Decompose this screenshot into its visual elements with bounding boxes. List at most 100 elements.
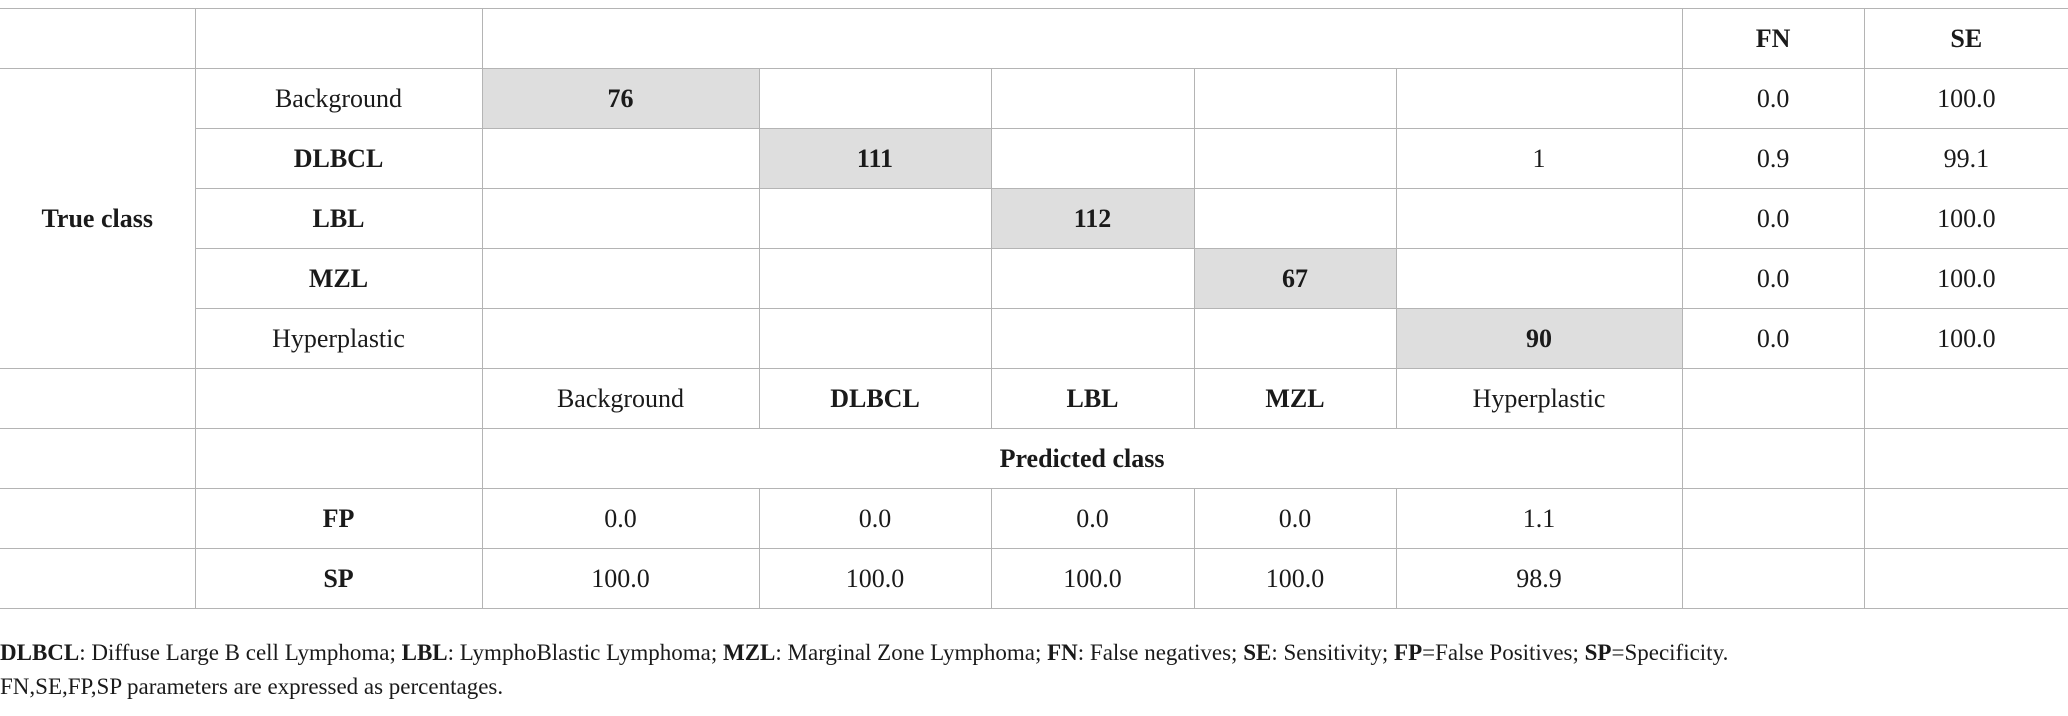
empty-cell <box>194 368 483 429</box>
matrix-cell <box>990 308 1195 369</box>
matrix-cell: 1 <box>1395 128 1683 189</box>
empty-cell <box>1863 368 2068 429</box>
fp-cell: 0.0 <box>758 488 992 549</box>
fp-cell: 1.1 <box>1395 488 1683 549</box>
matrix-cell: 67 <box>1193 248 1397 309</box>
fn-cell: 0.9 <box>1681 128 1865 189</box>
empty-cell <box>1681 368 1865 429</box>
empty-cell <box>1681 488 1865 549</box>
empty-cell <box>194 8 483 69</box>
row-label: DLBCL <box>195 128 483 189</box>
empty-cell <box>1863 548 2068 609</box>
fp-cell: 0.0 <box>1193 488 1397 549</box>
empty-cell <box>194 428 483 489</box>
matrix-cell <box>481 248 760 309</box>
matrix-cell <box>758 248 992 309</box>
predicted-class-label: Predicted class <box>481 428 1683 489</box>
matrix-cell <box>481 128 760 189</box>
sp-cell: 100.0 <box>758 548 992 609</box>
footnote-term: SE <box>1243 640 1272 665</box>
fn-cell: 0.0 <box>1681 188 1865 249</box>
sp-cell: 98.9 <box>1395 548 1683 609</box>
empty-cell <box>0 368 196 429</box>
row-label: MZL <box>195 248 483 309</box>
true-class-label: True class <box>0 68 196 369</box>
matrix-cell <box>990 68 1195 129</box>
row-label: Background <box>194 68 483 129</box>
row-label: Hyperplastic <box>195 308 483 369</box>
fp-cell: 0.0 <box>990 488 1195 549</box>
row-label: LBL <box>195 188 483 249</box>
sp-cell: 100.0 <box>1193 548 1397 609</box>
fn-header: FN <box>1681 8 1865 69</box>
empty-cell <box>1863 488 2068 549</box>
matrix-cell <box>758 308 992 369</box>
table-row: True class Background 76 0.0 100.0 <box>0 68 2068 369</box>
table-row: MZL 67 0.0 100.0 <box>0 248 2068 309</box>
empty-cell <box>1681 428 1865 489</box>
column-label: LBL <box>990 368 1195 429</box>
footnote-term: FN <box>1047 640 1078 665</box>
footnote-definition: : Diffuse Large B cell Lymphoma; <box>79 640 402 665</box>
empty-cell <box>0 488 196 549</box>
matrix-cell <box>990 248 1195 309</box>
fp-row: FP 0.0 0.0 0.0 0.0 1.1 <box>0 488 2068 549</box>
footnote-term: MZL <box>723 640 776 665</box>
sp-cell: 100.0 <box>990 548 1195 609</box>
empty-cell <box>1863 428 2068 489</box>
footnote-term: FP <box>1394 640 1423 665</box>
predicted-class-row: Predicted class <box>0 428 2068 489</box>
footnote-definition: =False Positives; <box>1422 640 1585 665</box>
footnote-definition: : LymphoBlastic Lymphoma; <box>447 640 723 665</box>
matrix-cell <box>1395 188 1683 249</box>
empty-cell <box>0 548 196 609</box>
se-cell: 100.0 <box>1863 248 2068 309</box>
matrix-cell <box>990 128 1195 189</box>
footnote-line-2: FN,SE,FP,SP parameters are expressed as … <box>0 674 504 699</box>
fp-label: FP <box>194 488 483 549</box>
confusion-matrix-table: FN SE True class Background 76 0.0 100.0… <box>0 8 2068 609</box>
column-label: MZL <box>1193 368 1397 429</box>
empty-cell <box>1681 548 1865 609</box>
table-row: LBL 112 0.0 100.0 <box>0 188 2068 249</box>
column-label: Background <box>481 368 760 429</box>
se-cell: 100.0 <box>1863 308 2068 369</box>
matrix-cell <box>1395 248 1683 309</box>
footnote-term: LBL <box>401 640 448 665</box>
se-cell: 100.0 <box>1863 68 2068 129</box>
matrix-cell: 112 <box>990 188 1195 249</box>
table-footnote: DLBCL: Diffuse Large B cell Lymphoma; LB… <box>0 636 2060 704</box>
sp-label: SP <box>194 548 483 609</box>
se-cell: 100.0 <box>1863 188 2068 249</box>
table-row: DLBCL 111 1 0.9 99.1 <box>0 128 2068 189</box>
empty-cell <box>481 8 1683 69</box>
matrix-cell: 76 <box>481 68 760 129</box>
matrix-cell <box>481 308 760 369</box>
matrix-cell: 111 <box>758 128 992 189</box>
empty-cell <box>0 428 196 489</box>
footnote-definition: =Specificity. <box>1611 640 1729 665</box>
table-row: Hyperplastic 90 0.0 100.0 <box>0 308 2068 369</box>
se-cell: 99.1 <box>1863 128 2068 189</box>
matrix-cell <box>1193 188 1397 249</box>
sp-cell: 100.0 <box>481 548 760 609</box>
matrix-cell <box>1193 308 1397 369</box>
fp-cell: 0.0 <box>481 488 760 549</box>
matrix-cell: 90 <box>1395 308 1683 369</box>
sp-row: SP 100.0 100.0 100.0 100.0 98.9 <box>0 548 2068 609</box>
matrix-cell <box>1395 68 1683 129</box>
footnote-definition: : False negatives; <box>1077 640 1244 665</box>
footnote-definition: : Marginal Zone Lymphoma; <box>775 640 1048 665</box>
footnote-definitions: DLBCL: Diffuse Large B cell Lymphoma; LB… <box>0 636 2060 670</box>
footnote-term: DLBCL <box>0 640 80 665</box>
column-label: Hyperplastic <box>1395 368 1683 429</box>
empty-cell <box>0 8 196 69</box>
se-header: SE <box>1863 8 2068 69</box>
predicted-columns-row: Background DLBCL LBL MZL Hyperplastic <box>0 368 2068 429</box>
matrix-cell <box>758 68 992 129</box>
fn-cell: 0.0 <box>1681 308 1865 369</box>
fn-cell: 0.0 <box>1681 68 1865 129</box>
fn-cell: 0.0 <box>1681 248 1865 309</box>
matrix-cell <box>1193 68 1397 129</box>
header-row: FN SE <box>0 8 2068 69</box>
